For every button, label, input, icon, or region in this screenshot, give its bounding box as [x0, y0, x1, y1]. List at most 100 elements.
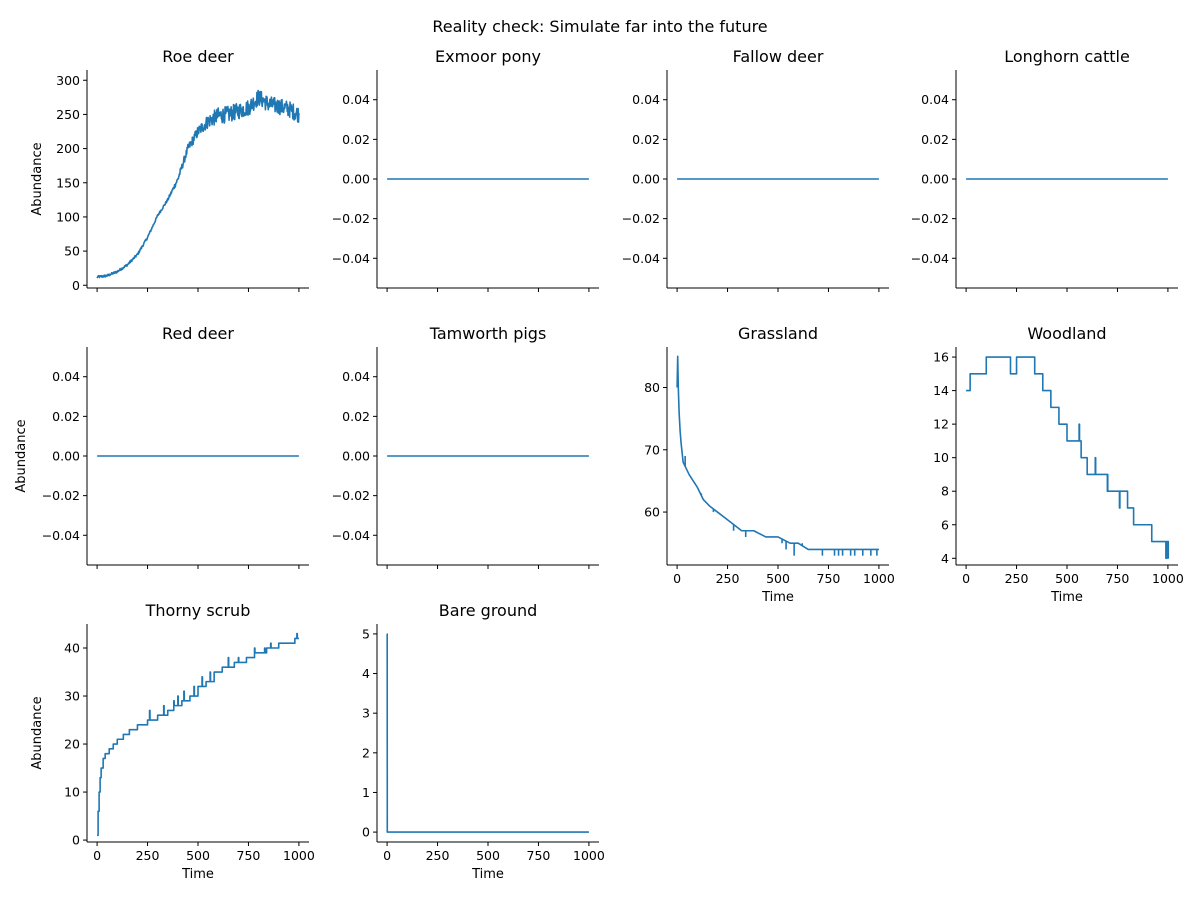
x-tick-label: 750 — [817, 571, 841, 586]
subplot-fallow-deer: Fallow deer −0.04 −0.02 0.00 0.02 0.04 — [622, 47, 889, 292]
y-tick-label: −0.04 — [622, 251, 660, 266]
y-tick-label: 150 — [56, 175, 80, 190]
figure-title: Reality check: Simulate far into the fut… — [432, 17, 767, 36]
y-tick-label: −0.02 — [622, 211, 660, 226]
y-axis-label: Abundance — [30, 142, 45, 215]
y-tick-label: 0.00 — [342, 449, 370, 464]
y-tick-label: 10 — [933, 450, 949, 465]
x-tick-label: 250 — [716, 571, 740, 586]
y-tick-label: 6 — [941, 517, 949, 532]
subplot-red-deer: Red deer −0.04 −0.02 0.00 0.02 0.04 Abundance — [14, 324, 309, 569]
y-tick-label: 0.00 — [52, 449, 80, 464]
y-tick-label: 0.02 — [921, 132, 949, 147]
y-tick-label: −0.02 — [332, 488, 370, 503]
y-tick-label: 100 — [56, 209, 80, 224]
x-tick-label: 1000 — [573, 848, 605, 863]
y-tick-label: 40 — [64, 641, 80, 656]
x-tick-label: 1000 — [1152, 571, 1184, 586]
y-tick-label: 10 — [64, 785, 80, 800]
y-tick-label: 60 — [644, 505, 660, 520]
x-tick-label: 500 — [1055, 571, 1079, 586]
y-tick-label: 0.02 — [632, 132, 660, 147]
y-tick-label: 0.04 — [52, 369, 80, 384]
y-tick-label: 0.00 — [342, 172, 370, 187]
y-tick-label: 12 — [933, 417, 949, 432]
series-line — [386, 633, 589, 833]
y-tick-label: 30 — [64, 689, 80, 704]
y-tick-label: 3 — [362, 706, 370, 721]
y-tick-label: −0.04 — [42, 528, 80, 543]
x-axis-label: Time — [181, 867, 214, 882]
x-tick-label: 0 — [673, 571, 681, 586]
x-tick-label: 500 — [476, 848, 500, 863]
y-tick-label: 8 — [941, 484, 949, 499]
y-tick-label: 0.02 — [52, 409, 80, 424]
y-tick-label: 2 — [362, 745, 370, 760]
x-tick-label: 0 — [383, 848, 391, 863]
subplot-title: Tamworth pigs — [429, 324, 547, 343]
subplot-title: Exmoor pony — [435, 47, 541, 66]
y-tick-label: 16 — [933, 350, 949, 365]
subplot-title: Grassland — [738, 324, 818, 343]
x-tick-label: 0 — [93, 848, 101, 863]
y-tick-label: 0.04 — [342, 92, 370, 107]
y-tick-label: 0.02 — [342, 409, 370, 424]
y-tick-label: 0 — [362, 825, 370, 840]
y-tick-label: −0.02 — [332, 211, 370, 226]
x-axis-label: Time — [1050, 590, 1083, 605]
y-tick-label: 14 — [933, 383, 949, 398]
y-tick-label: 70 — [644, 442, 660, 457]
y-tick-label: 300 — [56, 73, 80, 88]
subplot-bare-ground: Bare ground 0 1 2 3 4 5 0 250 500 750 1000 Time — [362, 601, 605, 882]
x-tick-label: 1000 — [863, 571, 895, 586]
subplot-title: Longhorn cattle — [1004, 47, 1130, 66]
y-tick-label: 1 — [362, 785, 370, 800]
y-tick-label: 0 — [72, 833, 80, 848]
subplot-exmoor-pony: Exmoor pony −0.04 −0.02 0.00 0.02 0.04 — [332, 47, 599, 292]
y-tick-label: 80 — [644, 380, 660, 395]
x-tick-label: 500 — [766, 571, 790, 586]
y-tick-label: −0.04 — [332, 528, 370, 543]
x-tick-label: 0 — [962, 571, 970, 586]
x-tick-label: 250 — [1005, 571, 1029, 586]
subplot-title: Bare ground — [439, 601, 538, 620]
x-tick-label: 500 — [186, 848, 210, 863]
y-tick-label: −0.02 — [42, 488, 80, 503]
y-tick-label: −0.04 — [911, 251, 949, 266]
y-axis-label: Abundance — [30, 696, 45, 769]
x-axis-label: Time — [761, 590, 794, 605]
subplot-tamworth-pigs: Tamworth pigs −0.04 −0.02 0.00 0.02 0.04 — [332, 324, 599, 569]
y-tick-label: 0.02 — [342, 132, 370, 147]
subplot-title: Thorny scrub — [145, 601, 251, 620]
y-tick-label: 5 — [362, 626, 370, 641]
y-tick-label: 250 — [56, 107, 80, 122]
y-tick-label: 0.04 — [342, 369, 370, 384]
y-tick-label: 50 — [64, 244, 80, 259]
subplot-roe-deer: Roe deer 0 50 100 150 200 250 300 Abundance — [30, 47, 309, 293]
subplot-longhorn-cattle: Longhorn cattle −0.04 −0.02 0.00 0.02 0.04 — [911, 47, 1178, 292]
y-tick-label: 0.04 — [632, 92, 660, 107]
subplot-woodland: Woodland 4 6 8 10 12 14 16 0 250 500 750 1000 Time — [933, 324, 1184, 605]
subplot-title: Woodland — [1027, 324, 1106, 343]
x-tick-label: 250 — [426, 848, 450, 863]
x-axis-label: Time — [471, 867, 504, 882]
y-tick-label: 0.00 — [921, 172, 949, 187]
x-tick-label: 750 — [237, 848, 261, 863]
y-tick-label: 20 — [64, 737, 80, 752]
subplot-title: Roe deer — [162, 47, 234, 66]
subplot-title: Red deer — [162, 324, 234, 343]
y-axis-label: Abundance — [14, 419, 29, 492]
x-tick-label: 1000 — [283, 848, 315, 863]
y-tick-label: 0.04 — [921, 92, 949, 107]
y-tick-label: 0.00 — [632, 172, 660, 187]
subplot-grassland: Grassland 60 70 80 0 250 500 750 1000 Time — [644, 324, 895, 605]
series-line — [966, 356, 1170, 560]
y-tick-label: 200 — [56, 141, 80, 156]
x-tick-label: 750 — [527, 848, 551, 863]
x-tick-label: 750 — [1106, 571, 1130, 586]
y-tick-label: 4 — [362, 666, 370, 681]
subplot-title: Fallow deer — [733, 47, 824, 66]
y-tick-label: 0 — [72, 278, 80, 293]
